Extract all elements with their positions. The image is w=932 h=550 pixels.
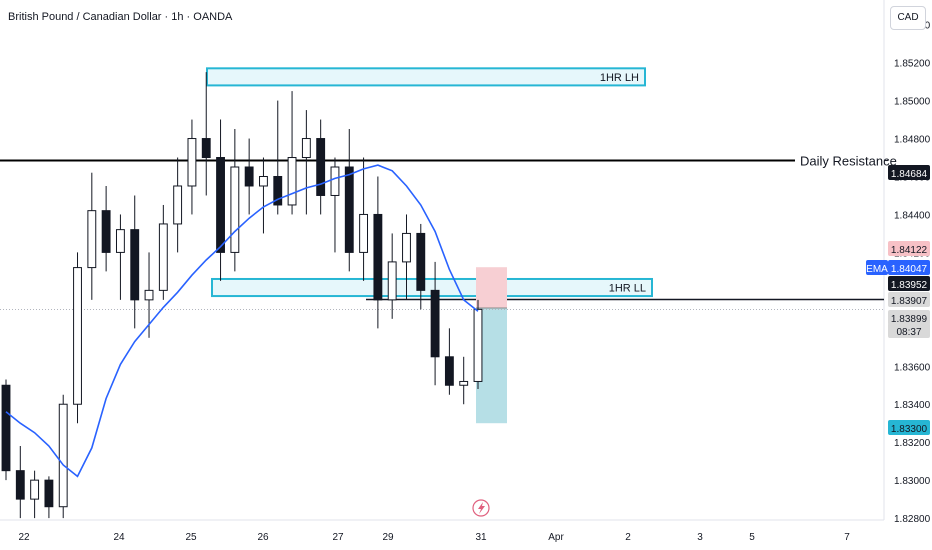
price-tag-label: EMA: [866, 264, 888, 275]
lightning-icon: [478, 502, 485, 514]
chart-title: British Pound / Canadian Dollar · 1h · O…: [8, 11, 233, 23]
x-tick-label: 3: [697, 532, 703, 543]
currency-button[interactable]: CAD: [890, 6, 926, 30]
x-tick-label: 22: [18, 532, 30, 543]
resistance-label: Daily Resistance: [800, 154, 897, 169]
y-tick-label: 1.84400: [894, 210, 931, 221]
candle: [459, 380, 469, 386]
candle: [230, 166, 240, 253]
candle: [416, 232, 426, 291]
x-tick-label: 24: [113, 532, 125, 543]
x-tick-label: Apr: [548, 532, 564, 543]
candle: [359, 213, 369, 253]
price-tag-bg: [888, 165, 930, 180]
candle: [444, 356, 454, 386]
ema-line: [5, 164, 479, 478]
candle: [73, 267, 82, 405]
x-tick-label: 27: [332, 532, 344, 543]
candle: [244, 166, 254, 187]
candle: [301, 138, 311, 159]
x-tick-label: 7: [844, 532, 850, 543]
candle: [344, 166, 354, 253]
candle: [330, 166, 340, 196]
x-tick-label: 31: [475, 532, 487, 543]
candle: [473, 308, 483, 382]
candle: [30, 479, 40, 500]
y-tick-label: 1.83600: [894, 362, 931, 373]
price-tag-bg: [888, 276, 930, 291]
candle: [187, 138, 197, 187]
candle: [373, 213, 383, 301]
candle: [115, 229, 125, 253]
candle: [430, 289, 440, 358]
y-tick-label: 1.83000: [894, 476, 931, 487]
price-tag-bg: [866, 260, 888, 275]
candle: [101, 210, 111, 253]
candle: [259, 175, 268, 187]
candle: [87, 210, 97, 269]
x-tick-label: 5: [749, 532, 755, 543]
price-tag-bg: [888, 241, 930, 256]
price-tag-label: 1.83899: [891, 314, 928, 325]
price-tag-label: 1.84047: [891, 264, 928, 275]
price-tag-bg: [888, 323, 930, 338]
price-tag-bg: [888, 420, 930, 435]
zone-label: 1HR LH: [600, 72, 639, 84]
candle: [144, 289, 154, 301]
price-tag-bg: [888, 310, 930, 325]
zone-label: 1HR LL: [609, 283, 646, 295]
y-tick-label: 1.84800: [894, 135, 931, 146]
candle: [316, 138, 326, 196]
price-tag-label: 1.83300: [891, 424, 928, 435]
price-tag-label: 1.84122: [891, 245, 928, 256]
candle: [58, 403, 68, 508]
candle: [158, 223, 168, 291]
candle: [1, 384, 11, 472]
candle: [15, 470, 25, 500]
y-tick-label: 1.85000: [894, 97, 931, 108]
candle: [173, 185, 183, 225]
candle: [402, 232, 411, 263]
x-tick-label: 25: [185, 532, 197, 543]
zone-box[interactable]: [206, 67, 646, 87]
price-tag-bg: [888, 260, 930, 275]
price-tag-label: 1.83952: [891, 280, 928, 291]
stop-zone[interactable]: [476, 267, 507, 309]
candle: [387, 261, 397, 301]
x-tick-label: 26: [257, 532, 269, 543]
y-tick-label: 1.83200: [894, 438, 931, 449]
y-tick-label: 1.83400: [894, 400, 931, 411]
price-tag-label: 1.84684: [891, 169, 928, 180]
candle: [273, 175, 283, 206]
candle: [130, 229, 140, 301]
x-tick-label: 2: [625, 532, 631, 543]
price-tag-label: 08:37: [896, 327, 921, 338]
candle: [44, 479, 54, 508]
candle: [287, 157, 297, 206]
price-tag-label: 1.83907: [891, 296, 928, 307]
price-tag-bg: [888, 292, 930, 307]
y-tick-label: 1.82800: [894, 514, 931, 525]
y-tick-label: 1.85200: [894, 59, 931, 70]
candle: [201, 138, 211, 159]
x-tick-label: 29: [382, 532, 394, 543]
candle: [216, 157, 225, 253]
